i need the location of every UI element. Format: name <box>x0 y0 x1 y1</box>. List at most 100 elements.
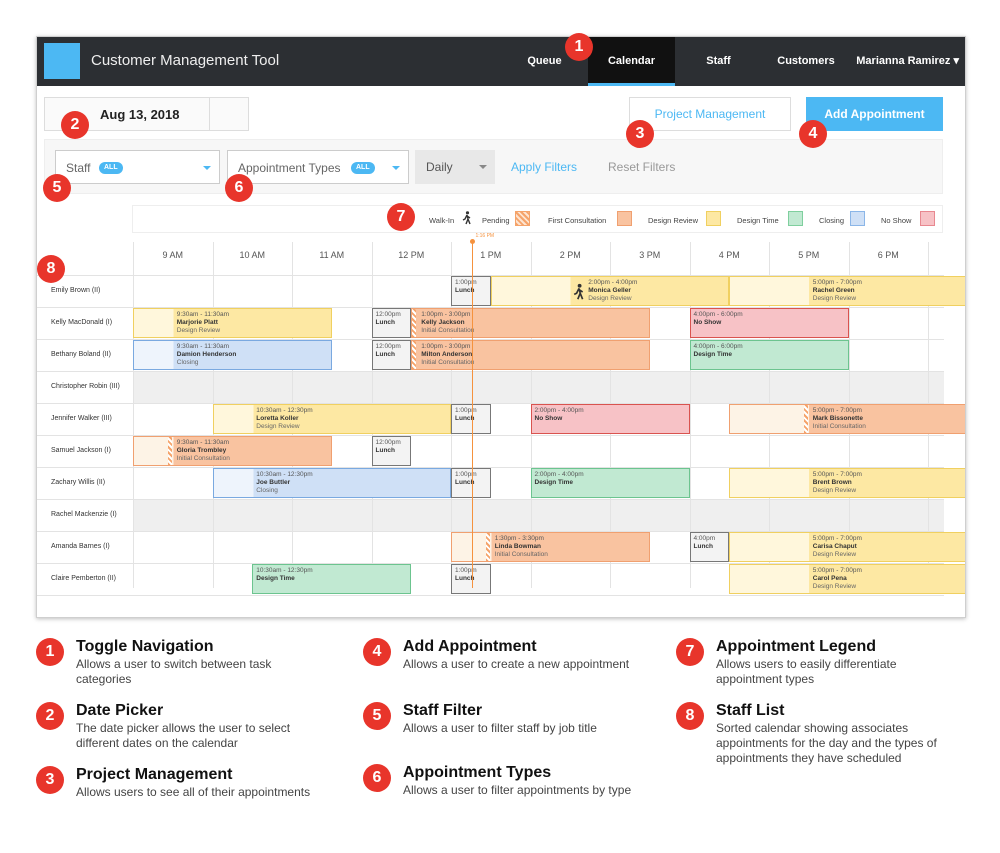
appointment-block[interactable]: 5:00pm - 7:00pm Carol Pena Design Review <box>729 564 965 594</box>
appointment-block[interactable]: 2:00pm - 4:00pm No Show <box>530 404 690 434</box>
appointment-name: Gloria Trombley <box>176 447 227 454</box>
staff-name[interactable]: Amanda Barnes (I) <box>51 543 110 550</box>
row-gridline <box>37 595 944 596</box>
appointment-name: Lunch <box>693 543 714 550</box>
help-number-badge: 4 <box>363 638 391 666</box>
help-number-badge: 7 <box>676 638 704 666</box>
legend-walk-in: Walk-In <box>429 216 455 225</box>
appointment-block[interactable]: 1:00pm Lunch <box>451 564 491 594</box>
appointment-block[interactable]: 5:00pm - 7:00pm Mark Bissonette Initial Co… <box>729 404 965 434</box>
help-item: 7 Appointment Legend Allows users to easil… <box>676 638 936 698</box>
appointment-block[interactable]: 1:30pm - 3:30pm Linda Bowman Initial Consu… <box>451 532 650 562</box>
help-title: Appointment Legend <box>716 638 876 655</box>
help-title: Date Picker <box>76 702 164 719</box>
appointment-block[interactable]: 1:00pm Lunch <box>451 404 491 434</box>
reset-filters-link[interactable]: Reset Filters <box>608 160 676 174</box>
appointment-block[interactable]: 9:30am - 11:30am Gloria Trombley Initial C… <box>133 436 332 466</box>
appointment-block[interactable]: 10:30am - 12:30pm Loretta Koller Design Re… <box>212 404 451 434</box>
appointment-time: 9:30am - 11:30am <box>176 343 230 350</box>
appointment-name: Lunch <box>375 447 396 454</box>
legend-pending-swatch <box>515 211 530 226</box>
hour-gridline <box>133 242 134 588</box>
appointment-time: 2:00pm - 4:00pm <box>534 471 584 478</box>
appointment-type: Initial Consultation <box>421 359 475 366</box>
appointment-block[interactable]: 4:00pm - 6:00pm Design Time <box>689 340 849 370</box>
appointment-type: Initial Consultation <box>494 551 548 558</box>
staff-name[interactable]: Christopher Robin (III) <box>51 383 120 390</box>
help-description: Allows a user to filter appointments by … <box>403 783 632 797</box>
hour-gridline <box>689 242 691 588</box>
add-appointment-button[interactable]: Add Appointment <box>806 97 943 131</box>
nav-customers[interactable]: Customers <box>777 55 835 67</box>
appointment-time: 1:00pm <box>455 471 477 478</box>
appointment-block[interactable]: 1:00pm - 3:00pm Milton Anderson Initial Co… <box>411 340 650 370</box>
pending-indicator <box>167 437 172 465</box>
appointment-block[interactable]: 1:00pm Lunch <box>451 276 491 306</box>
staff-name[interactable]: Samuel Jackson (I) <box>51 447 111 454</box>
pending-indicator <box>412 341 417 369</box>
pending-indicator <box>803 405 808 433</box>
nav-staff[interactable]: Staff <box>706 55 731 67</box>
hour-label: 4 PM <box>718 250 740 260</box>
staff-name[interactable]: Kelly MacDonald (I) <box>51 319 113 326</box>
staff-name[interactable]: Emily Brown (II) <box>51 287 101 294</box>
appointment-time: 4:00pm - 6:00pm <box>693 311 743 318</box>
appointment-types-pill: ALL <box>351 162 375 174</box>
hour-label: 10 AM <box>239 250 265 260</box>
appointment-time: 10:30am - 12:30pm <box>256 567 313 574</box>
appointment-block[interactable]: 4:00pm Lunch <box>689 532 730 562</box>
appointment-name: Linda Bowman <box>494 543 541 550</box>
appointment-block[interactable]: 10:30am - 12:30pm Joe Buttler Closing <box>212 468 451 498</box>
help-title: Staff List <box>716 702 785 719</box>
appointment-name: Kelly Jackson <box>421 319 465 326</box>
legend-first-consultation-swatch <box>617 211 632 226</box>
project-management-button[interactable]: Project Management <box>629 97 791 131</box>
apply-filters-link[interactable]: Apply Filters <box>511 160 578 174</box>
appointment-block[interactable]: 12:00pm Lunch <box>371 340 412 370</box>
nav-calendar[interactable]: Calendar <box>588 37 675 86</box>
appointment-types-filter[interactable]: Appointment Types ALL <box>227 150 409 184</box>
appointment-time: 4:00pm - 6:00pm <box>693 343 743 350</box>
staff-filter[interactable]: Staff ALL <box>55 150 220 184</box>
appointment-block[interactable]: 12:00pm Lunch <box>371 308 412 338</box>
appointment-block[interactable]: 5:00pm - 7:00pm Carisa Chaput Design Revie… <box>729 532 965 562</box>
appointment-name: Carisa Chaput <box>812 543 857 550</box>
appointment-time: 12:00pm <box>375 311 401 318</box>
legend-closing: Closing <box>819 216 845 225</box>
help-number-badge: 5 <box>363 702 391 730</box>
help-number-badge: 2 <box>36 702 64 730</box>
row-gridline <box>37 307 944 308</box>
appointment-block[interactable]: 2:00pm - 4:00pm Monica Geller Design Revie… <box>490 276 730 306</box>
appointment-block[interactable]: 9:30am - 11:30am Marjorie Platt Design Rev… <box>133 308 332 338</box>
appointment-block[interactable]: 9:30am - 11:30am Damion Henderson Closing <box>133 340 332 370</box>
hour-label: 9 AM <box>162 250 183 260</box>
appointment-block[interactable]: 4:00pm - 6:00pm No Show <box>689 308 849 338</box>
hour-label: 12 PM <box>398 250 425 260</box>
help-item: 5 Staff Filter Allows a user to filter sta… <box>363 702 623 762</box>
appointment-block[interactable]: 5:00pm - 7:00pm Rachel Green Design Review <box>729 276 965 306</box>
appointment-block[interactable]: 10:30am - 12:30pm Design Time <box>252 564 412 594</box>
nav-queue[interactable]: Queue <box>527 55 562 67</box>
appointment-block[interactable]: 1:00pm - 3:00pm Kelly Jackson Initial Cons… <box>411 308 650 338</box>
staff-name[interactable]: Claire Pemberton (II) <box>51 575 116 582</box>
staff-name[interactable]: Zachary Willis (II) <box>51 479 106 486</box>
user-menu[interactable]: Marianna Ramirez ▾ <box>856 55 959 67</box>
appointment-time: 2:00pm - 4:00pm <box>588 279 638 286</box>
staff-name[interactable]: Rachel Mackenzie (I) <box>51 511 117 518</box>
current-time-label: 1:16 PM <box>475 233 495 239</box>
appointment-name: Monica Geller <box>588 287 631 294</box>
row-gridline <box>37 275 944 276</box>
appointment-block[interactable]: 5:00pm - 7:00pm Brent Brown Design Review <box>729 468 965 498</box>
appointment-legend: Walk-In Pending First Consultation Desig… <box>132 205 943 233</box>
appointment-name: Damion Henderson <box>176 351 237 358</box>
appointment-name: Lunch <box>455 575 475 582</box>
appointment-block[interactable]: 12:00pm Lunch <box>371 436 412 466</box>
appointment-block[interactable]: 1:00pm Lunch <box>451 468 491 498</box>
view-select[interactable]: Daily <box>415 150 495 184</box>
staff-name[interactable]: Bethany Boland (II) <box>51 351 111 358</box>
appointment-time: 2:00pm - 4:00pm <box>534 407 584 414</box>
appointment-name: Marjorie Platt <box>176 319 218 326</box>
staff-name[interactable]: Jennifer Walker (III) <box>51 415 112 422</box>
appointment-time: 9:30am - 11:30am <box>176 311 230 318</box>
appointment-block[interactable]: 2:00pm - 4:00pm Design Time <box>530 468 690 498</box>
